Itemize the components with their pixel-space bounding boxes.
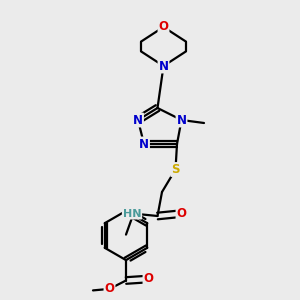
Text: N: N: [158, 59, 169, 73]
Text: O: O: [176, 207, 187, 220]
Text: S: S: [171, 163, 180, 176]
Text: O: O: [104, 282, 115, 296]
Text: N: N: [176, 113, 187, 127]
Text: N: N: [133, 113, 143, 127]
Text: HN: HN: [123, 208, 141, 219]
Text: O: O: [158, 20, 169, 34]
Text: O: O: [143, 272, 154, 286]
Text: N: N: [139, 137, 149, 151]
